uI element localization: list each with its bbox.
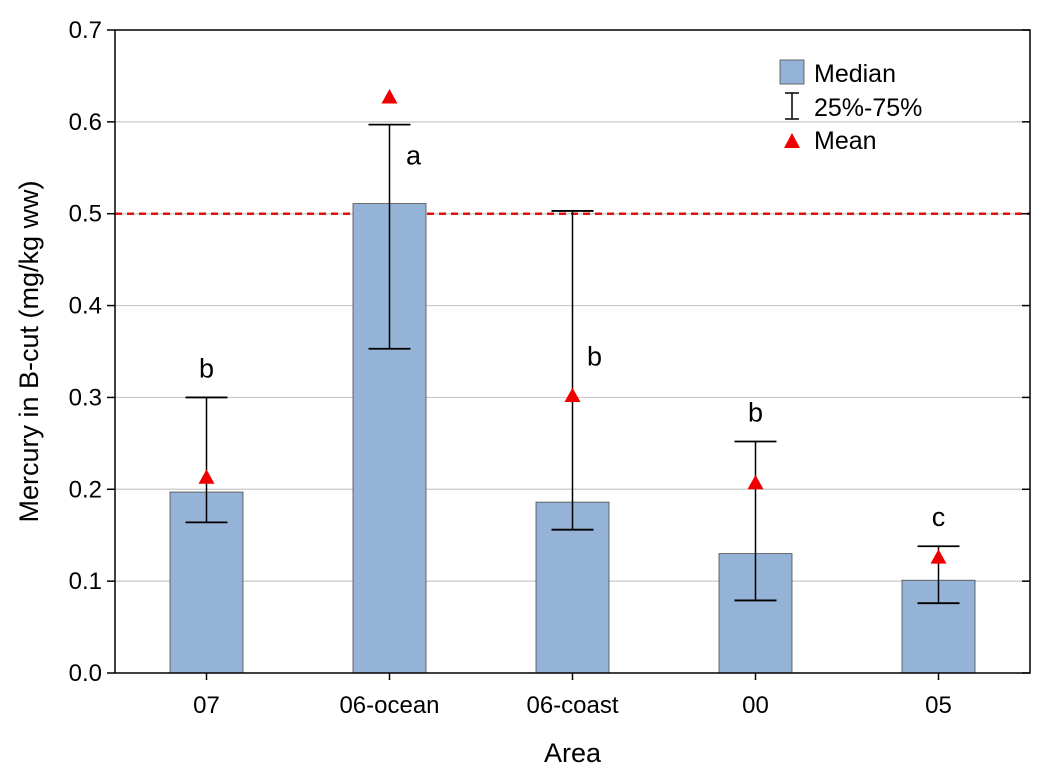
- legend-median-swatch: [779, 59, 805, 85]
- x-tick-label: 06-ocean: [339, 692, 439, 719]
- x-axis-ticks: 07 06-ocean 06-coast 00 05: [193, 673, 952, 719]
- y-tick-label: 0.4: [69, 293, 102, 320]
- y-tick-label: 0.1: [69, 568, 102, 595]
- y-tick-label: 0.2: [69, 476, 102, 503]
- legend-mean-label: Mean: [814, 127, 877, 155]
- y-tick-label: 0.5: [69, 201, 102, 228]
- mean-marker: [747, 474, 764, 490]
- legend-median-label: Median: [814, 60, 896, 88]
- group-letter: b: [587, 342, 602, 372]
- y-tick-label: 0.7: [69, 17, 102, 44]
- mean-markers: [198, 89, 947, 564]
- group-letter: c: [932, 502, 946, 532]
- error-bars: [185, 123, 960, 605]
- y-axis-ticks: 0.0 0.1 0.2 0.3 0.4 0.5 0.6 0.7: [69, 17, 1030, 687]
- bar: [535, 501, 610, 674]
- mean-marker: [564, 387, 581, 402]
- bars: [169, 203, 976, 674]
- mean-marker: [930, 549, 947, 564]
- x-tick-label: 07: [193, 692, 220, 719]
- mean-marker: [381, 89, 398, 104]
- legend-range-icon: [785, 92, 799, 120]
- legend-mean-marker: [784, 133, 800, 148]
- y-tick-label: 0.3: [69, 384, 102, 411]
- mean-marker: [198, 469, 215, 484]
- y-tick-label: 0.6: [69, 109, 102, 136]
- x-tick-label: 00: [742, 692, 769, 719]
- legend-range-label: 25%-75%: [814, 94, 922, 122]
- x-tick-label: 06-coast: [526, 692, 618, 719]
- x-tick-label: 05: [925, 692, 952, 719]
- x-axis-title: Area: [544, 738, 602, 768]
- group-letter: b: [748, 398, 763, 428]
- legend: Median 25%-75% Mean: [779, 59, 922, 155]
- y-axis-title: Mercury in B-cut (mg/kg ww): [14, 180, 44, 522]
- group-letter: a: [406, 141, 422, 171]
- group-letters: b a b b c: [199, 141, 945, 533]
- y-tick-label: 0.0: [69, 660, 102, 687]
- group-letter: b: [199, 353, 214, 383]
